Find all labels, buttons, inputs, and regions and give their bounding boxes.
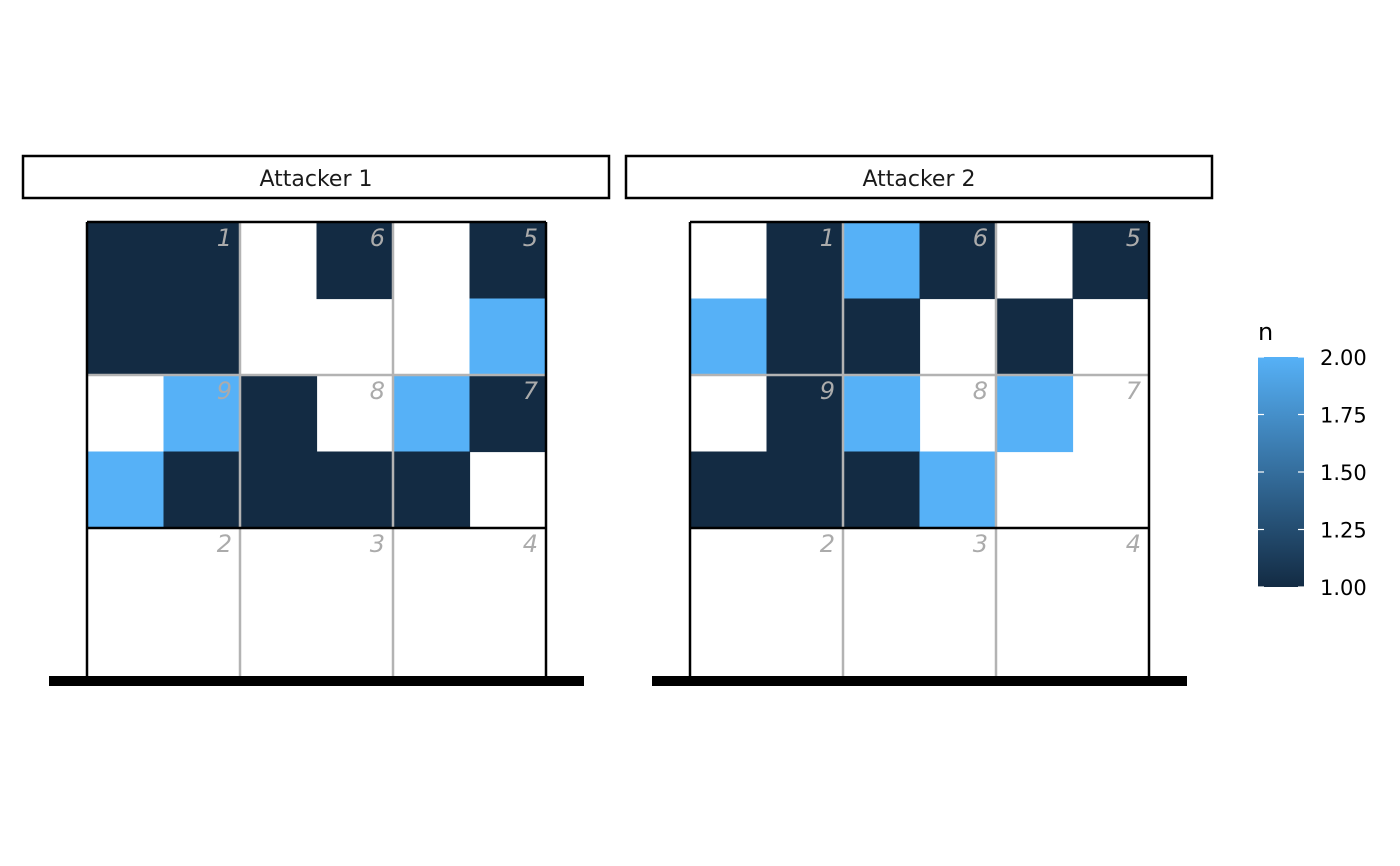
heatmap-cell: [87, 222, 165, 300]
zone-number-label: 7: [1126, 377, 1142, 405]
heatmap-cell: [316, 451, 394, 529]
heatmap-cell: [843, 298, 921, 376]
heatmap-cell: [690, 298, 768, 376]
heatmap-cell: [393, 375, 471, 453]
zone-number-label: 4: [523, 530, 538, 558]
legend-tick-label: 2.00: [1320, 346, 1367, 370]
facet-strip-box: [21, 154, 611, 200]
heatmap-cell: [163, 451, 241, 529]
zone-number-label: 6: [370, 224, 385, 252]
heatmap-cell: [919, 451, 997, 529]
heatmap-cell: [469, 298, 547, 376]
color-legend: n 2.00 1.75 1.50 1.25 1.00: [1258, 318, 1367, 600]
heatmap-cell: [690, 451, 768, 529]
heatmap-cell: [240, 375, 318, 453]
facet-panel-attacker-1: Attacker 1 1 6 5 9 8 7 2 3 4: [21, 154, 611, 686]
heatmap-cell: [766, 298, 844, 376]
heatmap-cell: [996, 298, 1074, 376]
zone-labels: 1 6 5 9 8 7 2 3 4: [217, 224, 539, 558]
heatmap-cell: [766, 375, 844, 453]
court-lines: [688, 220, 1151, 681]
zone-number-label: 2: [820, 530, 835, 558]
legend-colorbar: [1258, 357, 1304, 587]
facet-strip-label: Attacker 1: [259, 167, 372, 192]
zone-number-label: 1: [217, 224, 232, 252]
net-line: [49, 676, 584, 686]
facet-panel-attacker-2: Attacker 2 1 6 5 9 8 7 2 3 4: [624, 154, 1214, 686]
heatmap-cell: [1072, 222, 1150, 300]
net-line: [652, 676, 1187, 686]
zone-number-label: 2: [217, 530, 232, 558]
heatmap-cell: [469, 375, 547, 453]
heatmap-cells: [690, 222, 1150, 529]
zone-number-label: 8: [370, 377, 385, 405]
heatmap-cell: [996, 375, 1074, 453]
zone-number-label: 5: [523, 224, 538, 252]
legend-tick-label: 1.00: [1320, 576, 1367, 600]
zone-labels: 1 6 5 9 8 7 2 3 4: [820, 224, 1142, 558]
zone-number-label: 9: [820, 377, 835, 405]
zone-number-label: 6: [973, 224, 988, 252]
heatmap-cell: [919, 222, 997, 300]
heatmap-cell: [766, 451, 844, 529]
facet-strip-label: Attacker 2: [862, 167, 975, 192]
legend-tick-label: 1.50: [1320, 461, 1367, 485]
heatmap-cell: [316, 222, 394, 300]
facet-strip-box: [624, 154, 1214, 200]
heatmap-cell: [843, 451, 921, 529]
legend-tick-label: 1.75: [1320, 404, 1367, 428]
zone-number-label: 9: [217, 377, 232, 405]
court-lines: [85, 220, 548, 681]
heatmap-cell: [843, 375, 921, 453]
heatmap-cells: [87, 222, 547, 529]
heatmap-cell: [163, 222, 241, 300]
heatmap-cell: [87, 298, 165, 376]
zone-number-label: 4: [1126, 530, 1141, 558]
heatmap-cell: [766, 222, 844, 300]
heatmap-cell: [469, 222, 547, 300]
heatmap-cell: [163, 298, 241, 376]
heatmap-cell: [163, 375, 241, 453]
heatmap-cell: [393, 451, 471, 529]
heatmap-cell: [843, 222, 921, 300]
zone-number-label: 3: [370, 530, 385, 558]
zone-number-label: 3: [973, 530, 988, 558]
legend-ticks: 2.00 1.75 1.50 1.25 1.00: [1258, 346, 1367, 600]
legend-title: n: [1258, 318, 1273, 346]
zone-number-label: 8: [973, 377, 988, 405]
heatmap-cell: [87, 451, 165, 529]
zone-number-label: 7: [523, 377, 539, 405]
zone-number-label: 1: [820, 224, 835, 252]
legend-tick-label: 1.25: [1320, 519, 1367, 543]
zone-number-label: 5: [1126, 224, 1141, 252]
heatmap-cell: [240, 451, 318, 529]
